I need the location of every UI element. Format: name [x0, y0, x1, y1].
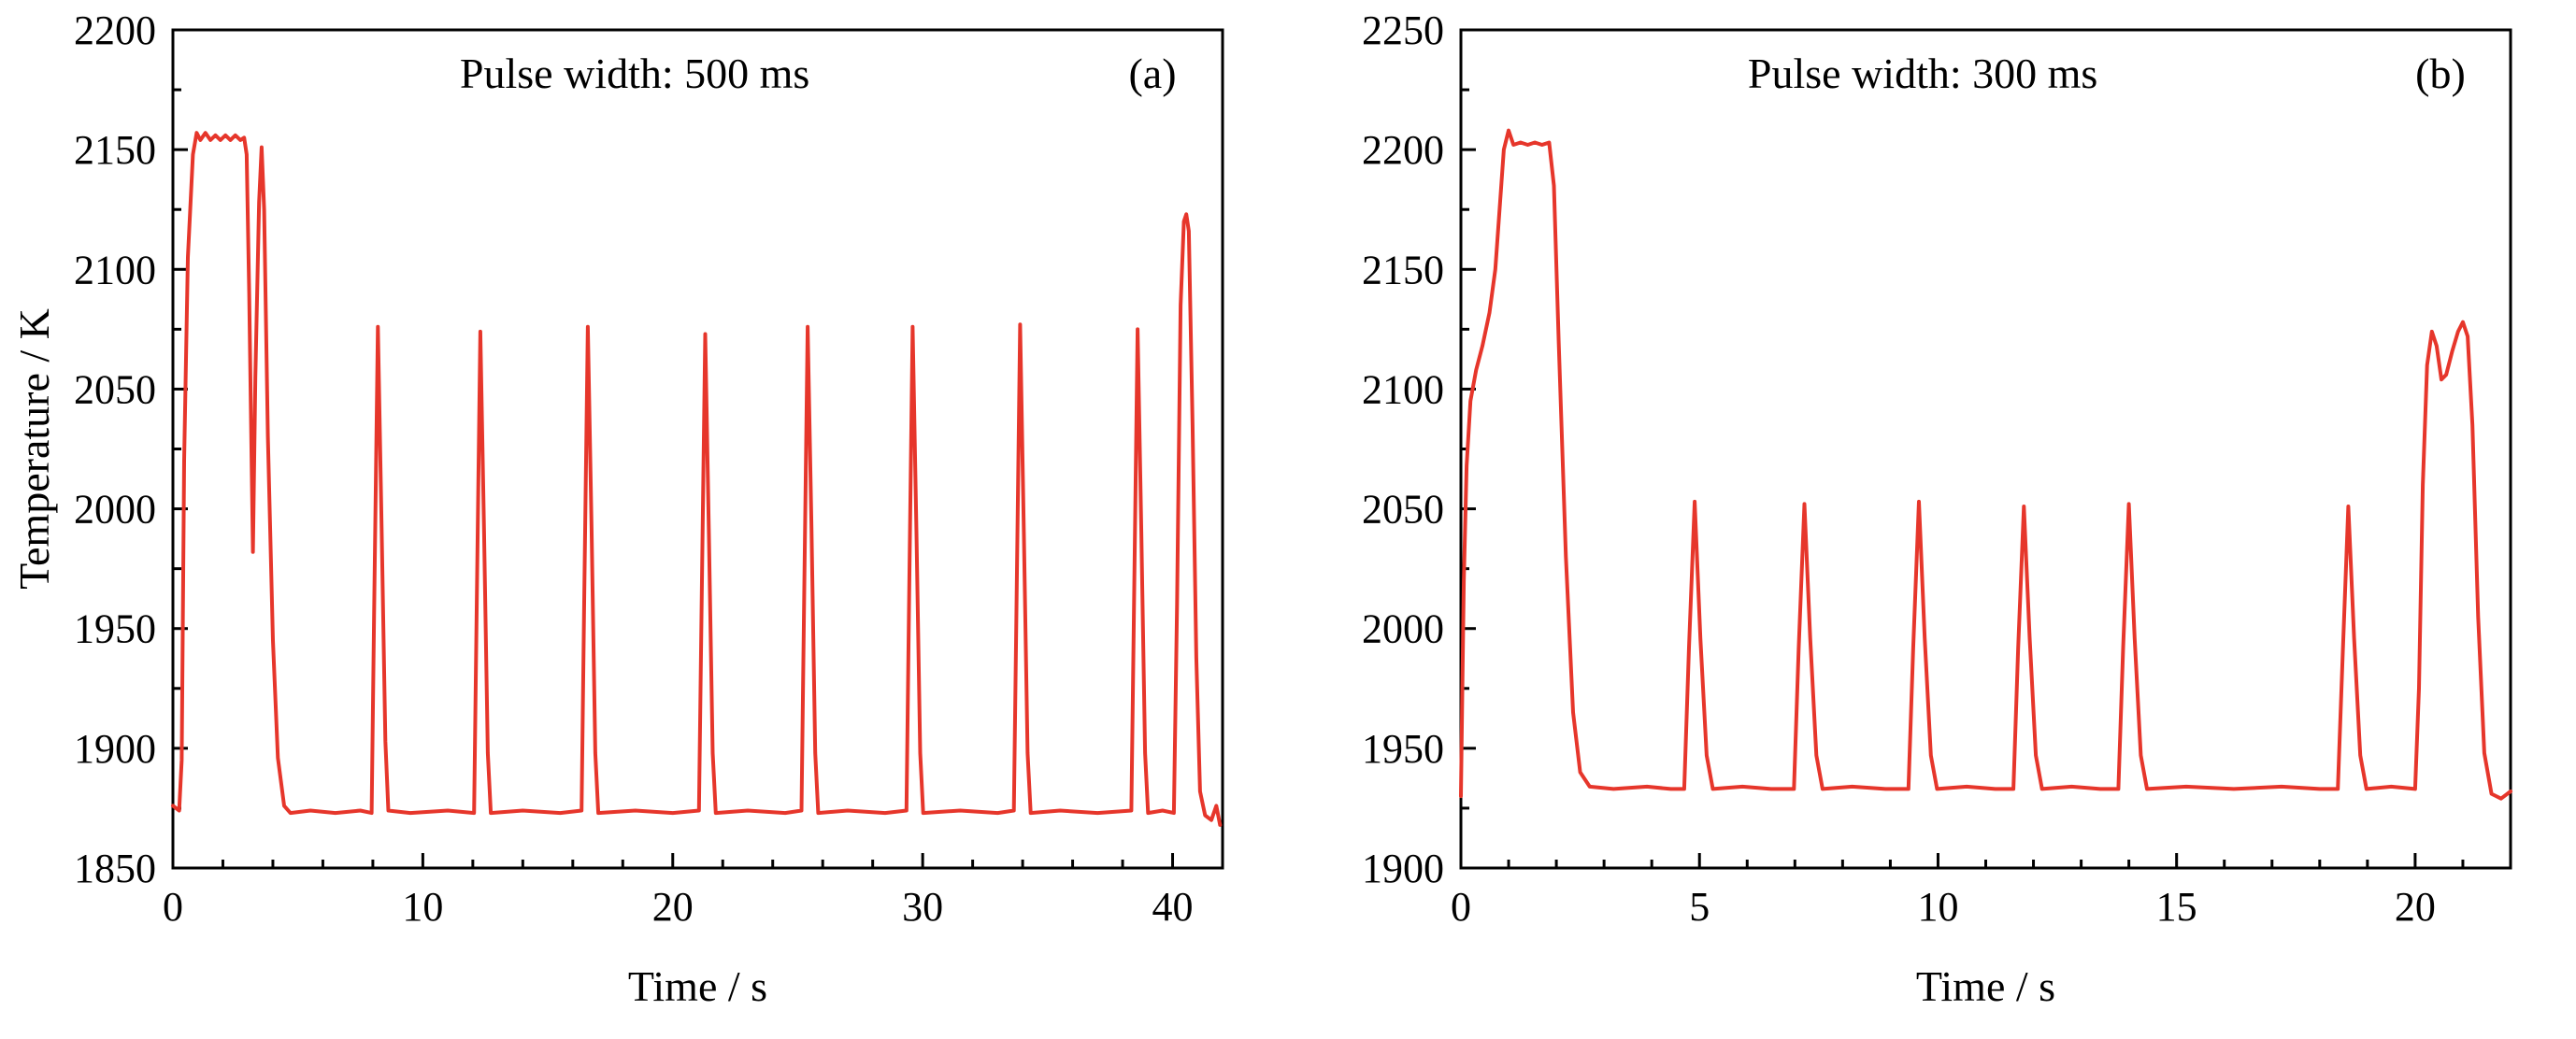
y-tick-label: 2250 — [1362, 7, 1444, 53]
plot-frame — [171, 28, 1224, 870]
y-tick-label: 2200 — [74, 7, 156, 53]
y-tick-label: 2050 — [74, 366, 156, 412]
y-tick-label: 1900 — [74, 726, 156, 772]
x-tick-label: 0 — [1451, 884, 1471, 930]
x-tick-label: 10 — [402, 884, 443, 930]
x-axis-label: Time / s — [1916, 962, 2055, 1010]
chart-panel-a: 0 10 20 30 40 1850 1900 1950 2000 2050 2100 2150 220… — [0, 0, 1288, 1034]
y-tick-label: 2200 — [1362, 127, 1444, 173]
x-tick-label: 10 — [1917, 884, 1958, 930]
y-axis-label: Temperature / K — [10, 308, 58, 590]
panel-label: (a) — [1128, 50, 1176, 97]
y-tick-label: 1950 — [74, 606, 156, 652]
x-tick-label: 20 — [2395, 884, 2436, 930]
y-tick-label: 2000 — [74, 487, 156, 533]
pulse-width-annotation: Pulse width: 300 ms — [1748, 50, 2097, 97]
y-tick-label: 2150 — [74, 127, 156, 173]
x-tick-label: 5 — [1689, 884, 1710, 930]
y-tick-label: 1900 — [1362, 846, 1444, 891]
chart-svg-b: 0 5 10 15 20 1900 1950 2000 2050 2100 2150 2200 2250… — [1362, 7, 2512, 1010]
y-tick-label: 2150 — [1362, 247, 1444, 292]
y-tick-label: 1850 — [74, 846, 156, 891]
y-tick-label: 2000 — [1362, 606, 1444, 652]
x-tick-label: 40 — [1152, 884, 1194, 930]
y-tick-label: 1950 — [1362, 726, 1444, 772]
chart-panel-b: 0 5 10 15 20 1900 1950 2000 2050 2100 2150 2200 2250… — [1288, 0, 2576, 1034]
temperature-trace — [1459, 128, 2512, 801]
y-tick-label: 2100 — [1362, 366, 1444, 412]
x-tick-label: 20 — [652, 884, 694, 930]
chart-svg-a: 0 10 20 30 40 1850 1900 1950 2000 2050 2100 2150 220… — [10, 7, 1224, 1010]
y-tick-label: 2050 — [1362, 487, 1444, 533]
plot-frame — [1459, 28, 2512, 870]
panel-label: (b) — [2415, 50, 2466, 97]
x-tick-label: 30 — [902, 884, 943, 930]
y-tick-label: 2100 — [74, 247, 156, 292]
x-tick-label: 15 — [2156, 884, 2197, 930]
pulse-width-annotation: Pulse width: 500 ms — [460, 50, 809, 97]
x-tick-label: 0 — [163, 884, 183, 930]
temperature-trace — [171, 131, 1223, 827]
x-axis-label: Time / s — [628, 962, 767, 1010]
